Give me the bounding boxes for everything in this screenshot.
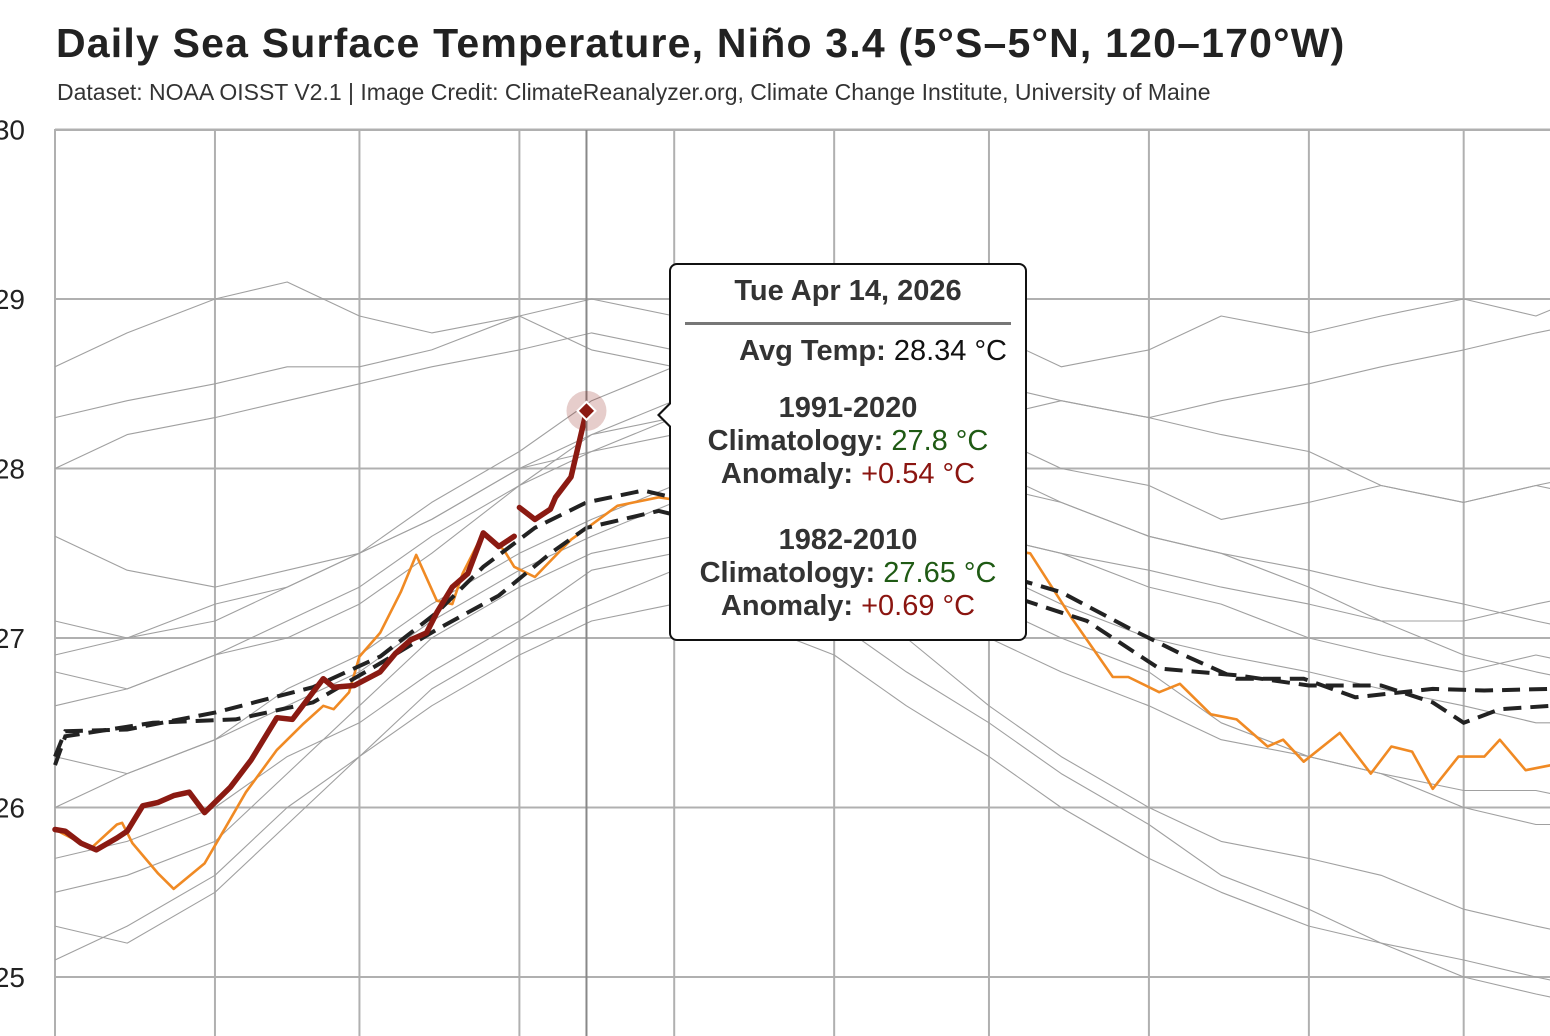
previous-year-line-group xyxy=(54,496,1550,891)
clim2-value: 27.65 °C xyxy=(883,557,997,589)
tooltip-divider xyxy=(685,322,1011,325)
clim2-anomaly-value: +0.69 °C xyxy=(861,590,976,622)
clim2-label: Climatology: xyxy=(699,557,876,589)
y-tick-label: 27 xyxy=(0,623,25,654)
clim1-period: 1991-2020 xyxy=(778,392,918,424)
avg-value: 28.34 °C xyxy=(893,335,1007,367)
clim2-period: 1982-2010 xyxy=(778,524,918,556)
highlighted-point[interactable] xyxy=(566,390,607,431)
y-tick-label: 28 xyxy=(0,454,25,485)
current-year-line[interactable] xyxy=(516,408,590,523)
tooltip-pointer xyxy=(657,401,672,429)
clim1-anomaly-value: +0.54 °C xyxy=(861,458,976,490)
y-axis-ticks: 25 26 27 28 29 30 xyxy=(0,115,25,994)
climatology-line[interactable] xyxy=(53,508,1550,766)
point-diamond-icon[interactable] xyxy=(576,400,597,422)
hover-tooltip: Tue Apr 14, 2026 Avg Temp: 28.34 °C 1991… xyxy=(657,263,1027,641)
y-tick-label: 26 xyxy=(0,793,25,824)
y-tick-label: 29 xyxy=(0,284,25,315)
current-year-line[interactable] xyxy=(52,530,517,853)
clim1-anomaly-label: Anomaly: xyxy=(720,458,854,490)
clim1-label: Climatology: xyxy=(707,425,884,457)
clim2-anomaly-label: Anomaly: xyxy=(720,590,854,622)
current-year-line-group[interactable] xyxy=(52,408,590,853)
tooltip-date: Tue Apr 14, 2026 xyxy=(734,275,962,307)
chart-title: Daily Sea Surface Temperature, Niño 3.4 … xyxy=(56,20,1346,66)
climatology-lines xyxy=(53,488,1550,766)
chart-subtitle: Dataset: NOAA OISST V2.1 | Image Credit:… xyxy=(57,79,1211,105)
tooltip-avg-row: Avg Temp: 28.34 °C xyxy=(671,335,1025,368)
avg-label: Avg Temp: xyxy=(739,335,886,367)
y-tick-label: 25 xyxy=(0,962,25,993)
clim1-value: 27.8 °C xyxy=(891,425,989,457)
previous-year-line[interactable] xyxy=(54,496,1550,891)
y-tick-label: 30 xyxy=(0,115,25,146)
other-year-line xyxy=(54,603,1550,981)
